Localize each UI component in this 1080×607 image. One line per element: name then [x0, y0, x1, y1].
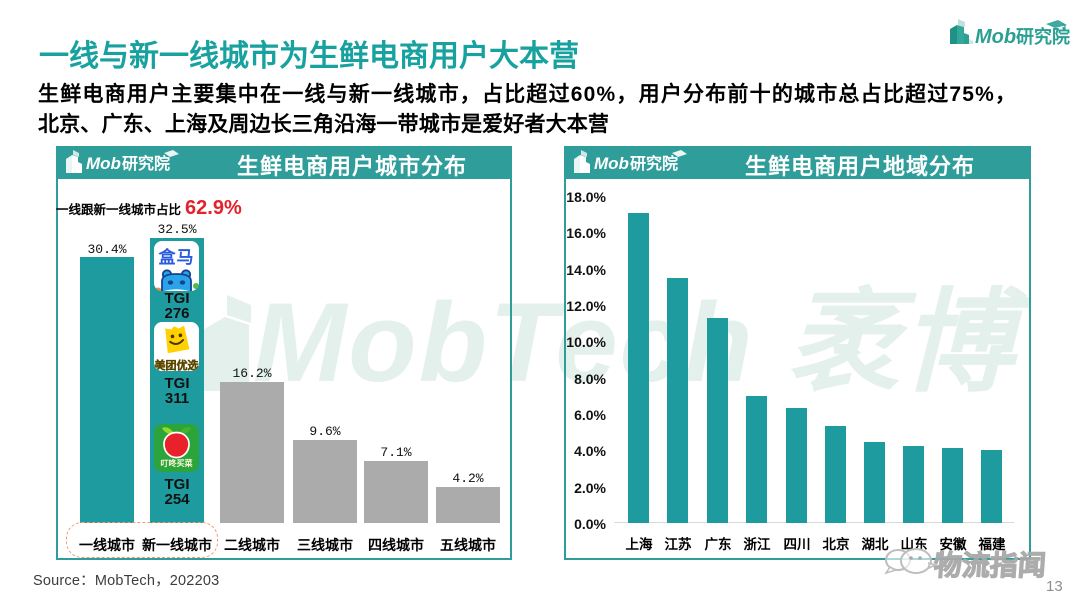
svg-text:研究院: 研究院	[630, 154, 678, 173]
svg-text:研究院: 研究院	[122, 154, 170, 173]
svg-text:Mob: Mob	[86, 154, 121, 173]
svg-text:研究院: 研究院	[1016, 26, 1070, 47]
svg-text:Mob: Mob	[975, 26, 1016, 48]
svg-text:Mob: Mob	[594, 154, 629, 173]
